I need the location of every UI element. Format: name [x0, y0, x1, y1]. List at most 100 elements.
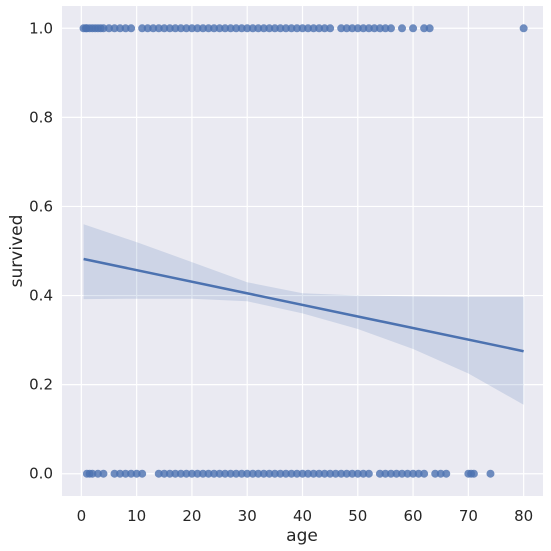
data-point-not-survived	[364, 469, 373, 478]
data-point-not-survived	[469, 469, 478, 478]
data-point-survived	[110, 24, 119, 33]
data-point-survived	[386, 24, 395, 33]
y-tick-label: 0.0	[29, 465, 53, 483]
data-point-survived	[420, 24, 429, 33]
data-point-survived	[309, 24, 318, 33]
data-point-survived	[116, 24, 125, 33]
data-point-not-survived	[210, 469, 219, 478]
data-point-not-survived	[436, 469, 445, 478]
data-point-not-survived	[398, 469, 407, 478]
y-tick-label: 0.2	[29, 376, 53, 394]
data-point-not-survived	[88, 469, 97, 478]
data-point-not-survived	[359, 469, 368, 478]
x-tick-label: 10	[127, 507, 146, 525]
data-point-survived	[232, 24, 241, 33]
data-point-not-survived	[198, 469, 207, 478]
confidence-band-area	[83, 224, 524, 405]
data-point-survived	[409, 24, 418, 33]
data-point-survived	[215, 24, 224, 33]
data-point-not-survived	[386, 469, 395, 478]
data-point-survived	[281, 24, 290, 33]
data-point-survived	[259, 24, 268, 33]
data-point-not-survived	[193, 469, 202, 478]
data-point-survived	[370, 24, 379, 33]
data-point-survived	[337, 24, 346, 33]
data-point-not-survived	[154, 469, 163, 478]
x-tick-label: 40	[293, 507, 312, 525]
data-point-not-survived	[226, 469, 235, 478]
data-point-not-survived	[237, 469, 246, 478]
y-tick-label: 0.4	[29, 287, 53, 305]
data-point-survived	[171, 24, 180, 33]
data-point-not-survived	[287, 469, 296, 478]
y-tick-label: 1.0	[29, 19, 53, 37]
x-tick-label: 20	[182, 507, 201, 525]
data-point-not-survived	[116, 469, 125, 478]
data-point-not-survived	[121, 469, 130, 478]
data-point-not-survived	[431, 469, 440, 478]
data-point-survived	[138, 24, 147, 33]
data-point-not-survived	[381, 469, 390, 478]
data-point-not-survived	[348, 469, 357, 478]
data-point-not-survived	[442, 469, 451, 478]
data-point-survived	[204, 24, 213, 33]
data-point-survived	[353, 24, 362, 33]
data-point-survived	[143, 24, 152, 33]
data-point-survived	[519, 24, 528, 33]
data-point-not-survived	[315, 469, 324, 478]
data-point-not-survived	[392, 469, 401, 478]
data-point-not-survived	[298, 469, 307, 478]
y-tick-label: 0.6	[29, 197, 53, 215]
data-point-not-survived	[248, 469, 257, 478]
data-point-survived	[276, 24, 285, 33]
regression-line-group	[83, 257, 524, 353]
data-point-survived	[381, 24, 390, 33]
x-tick-label: 50	[348, 507, 367, 525]
data-point-not-survived	[292, 469, 301, 478]
data-point-not-survived	[138, 469, 147, 478]
data-point-not-survived	[132, 469, 141, 478]
data-point-not-survived	[93, 469, 102, 478]
data-point-not-survived	[353, 469, 362, 478]
data-points	[79, 24, 528, 478]
data-point-not-survived	[259, 469, 268, 478]
data-point-survived	[315, 24, 324, 33]
y-tick-label: 0.8	[29, 108, 53, 126]
data-point-survived	[270, 24, 279, 33]
x-axis-label: age	[286, 526, 318, 546]
data-point-survived	[154, 24, 163, 33]
data-point-not-survived	[276, 469, 285, 478]
x-tick-label: 0	[77, 507, 87, 525]
x-tick-label: 80	[514, 507, 533, 525]
data-point-not-survived	[160, 469, 169, 478]
data-point-not-survived	[99, 469, 108, 478]
data-point-survived	[326, 24, 335, 33]
data-point-survived	[104, 24, 113, 33]
data-point-survived	[359, 24, 368, 33]
data-point-not-survived	[187, 469, 196, 478]
data-point-not-survived	[254, 469, 263, 478]
data-point-survived	[176, 24, 185, 33]
x-tick-label: 30	[238, 507, 257, 525]
data-point-not-survived	[304, 469, 313, 478]
data-point-survived	[221, 24, 230, 33]
data-point-survived	[298, 24, 307, 33]
data-point-not-survived	[414, 469, 423, 478]
data-point-survived	[364, 24, 373, 33]
data-point-survived	[348, 24, 357, 33]
data-point-not-survived	[326, 469, 335, 478]
data-point-not-survived	[331, 469, 340, 478]
data-point-survived	[121, 24, 130, 33]
data-point-survived	[165, 24, 174, 33]
data-point-not-survived	[486, 469, 495, 478]
x-tick-label: 70	[459, 507, 478, 525]
data-point-survived	[248, 24, 257, 33]
confidence-band	[83, 224, 524, 405]
data-point-not-survived	[176, 469, 185, 478]
data-point-survived	[187, 24, 196, 33]
data-point-not-survived	[342, 469, 351, 478]
data-point-survived	[193, 24, 202, 33]
data-point-survived	[226, 24, 235, 33]
x-tick-label: 60	[404, 507, 423, 525]
